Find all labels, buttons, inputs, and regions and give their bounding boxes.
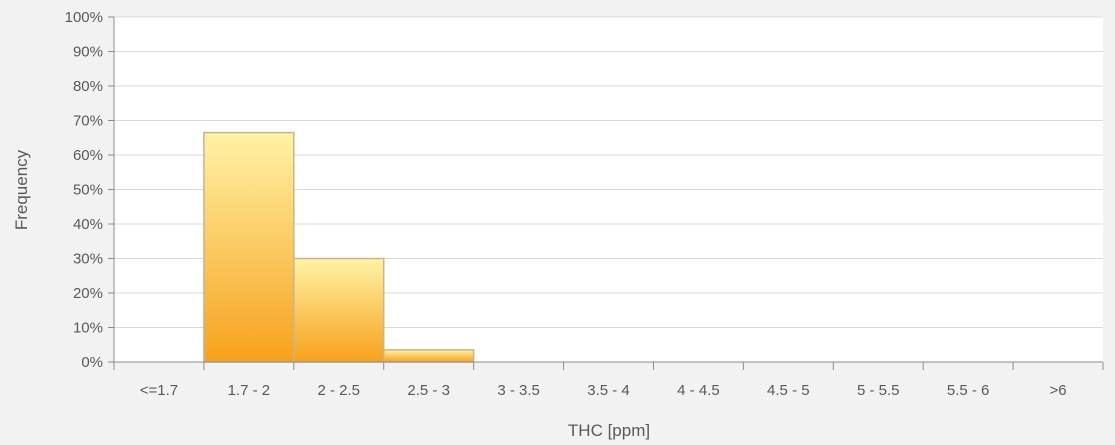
y-tick-label: 30%: [73, 251, 103, 268]
y-tick-label: 60%: [73, 147, 103, 164]
x-tick-label: 4 - 4.5: [677, 382, 720, 399]
x-tick-label: 5 - 5.5: [857, 382, 900, 399]
x-tick-label: 2.5 - 3: [407, 382, 450, 399]
x-tick-label: 5.5 - 6: [947, 382, 990, 399]
y-tick-label: 100%: [65, 9, 103, 26]
x-axis-title: THC [ppm]: [568, 421, 650, 440]
y-tick-label: 50%: [73, 182, 103, 199]
x-tick-label: <=1.7: [140, 382, 178, 399]
x-tick-label: 2 - 2.5: [318, 382, 361, 399]
y-tick-label: 40%: [73, 216, 103, 233]
x-tick-label: 3.5 - 4: [587, 382, 630, 399]
x-tick-label: >6: [1049, 382, 1066, 399]
x-tick-label: 1.7 - 2: [228, 382, 271, 399]
y-tick-label: 10%: [73, 320, 103, 337]
y-tick-label: 90%: [73, 44, 103, 61]
bars: [203, 131, 475, 363]
y-tick-label: 0%: [81, 354, 103, 371]
bar: [203, 131, 295, 363]
bar: [382, 349, 475, 363]
x-axis: <=1.7 1.7 - 2 2 - 2.5 2.5 - 3 3 - 3.5 3.5 - 4…: [113, 361, 1104, 399]
y-axis-title: Frequency: [12, 149, 31, 230]
y-tick-label: 70%: [73, 113, 103, 130]
y-axis: 0% 10% 20% 30% 40% 50% 60% 70% 80% 90% 100%: [65, 9, 115, 371]
y-tick-label: 80%: [73, 78, 103, 95]
bar: [293, 257, 385, 363]
x-tick-label: 4.5 - 5: [767, 382, 810, 399]
x-tick-label: 3 - 3.5: [497, 382, 540, 399]
y-tick-label: 20%: [73, 285, 103, 302]
